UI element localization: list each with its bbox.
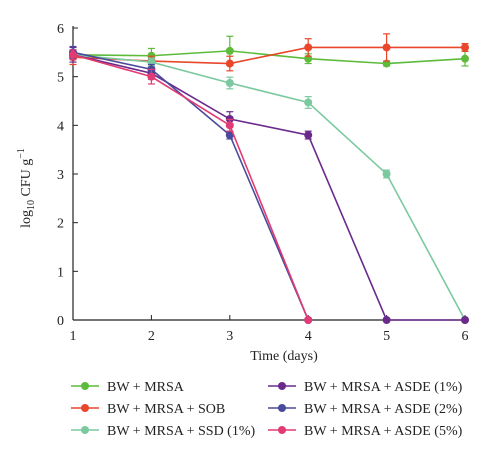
series-line	[72, 51, 309, 321]
x-axis-label: Time (days)	[250, 349, 318, 364]
legend-marker	[81, 404, 89, 412]
y-tick-label: 6	[57, 22, 64, 37]
series	[69, 49, 469, 324]
legend-label: BW + MRSA + ASDE (5%)	[304, 424, 463, 439]
legend: BW + MRSA BW + MRSA + SOB BW + MRSA + SSD …	[71, 380, 463, 439]
series	[69, 46, 469, 324]
data-point	[304, 43, 313, 52]
data-point	[225, 46, 234, 55]
legend-item: BW + MRSA + ASDE (5%)	[268, 424, 463, 439]
data-point	[225, 121, 234, 130]
legend-item: BW + MRSA + SSD (1%)	[71, 424, 256, 439]
data-point	[461, 54, 469, 63]
legend-label: BW + MRSA + SOB	[107, 402, 225, 417]
legend-label: BW + MRSA	[107, 380, 185, 395]
legend-item: BW + MRSA + ASDE (1%)	[268, 380, 463, 395]
y-tick-label: 1	[57, 265, 64, 280]
y-axis-label: log10 CFU g−1	[16, 148, 37, 228]
series-line	[72, 50, 466, 65]
legend-marker	[81, 426, 89, 434]
series-line	[72, 53, 465, 321]
legend-label: BW + MRSA + ASDE (1%)	[304, 380, 463, 395]
series	[69, 35, 469, 68]
x-tick-label: 3	[226, 329, 233, 344]
data-point	[304, 316, 313, 324]
x-tick-label: 5	[383, 329, 390, 344]
data-point	[69, 50, 77, 59]
data-point	[382, 43, 391, 52]
data-point	[147, 72, 156, 81]
data-point	[382, 170, 391, 178]
y-tick-label: 5	[57, 71, 64, 86]
series	[69, 49, 313, 324]
legend-marker	[278, 426, 286, 434]
legend-marker	[81, 382, 89, 390]
series-line	[72, 53, 309, 321]
series	[69, 45, 313, 324]
legend-item: BW + MRSA + SOB	[71, 402, 225, 417]
x-tick-label: 1	[70, 329, 77, 344]
data-point	[304, 98, 313, 107]
data-point	[382, 316, 391, 324]
legend-marker	[278, 382, 286, 390]
legend-item: BW + MRSA	[71, 380, 185, 395]
legend-label: BW + MRSA + ASDE (2%)	[304, 402, 463, 417]
legend-label: BW + MRSA + SSD (1%)	[107, 424, 256, 439]
data-point	[225, 59, 234, 68]
series-line	[72, 53, 466, 321]
data-point	[461, 43, 469, 52]
y-tick-label: 2	[57, 217, 64, 232]
legend-item: BW + MRSA + ASDE (2%)	[268, 402, 463, 417]
data-point	[225, 131, 234, 140]
legend-marker	[278, 404, 286, 412]
y-tick-label: 3	[57, 168, 64, 183]
data-point	[461, 316, 469, 324]
x-tick-label: 6	[462, 329, 469, 344]
series-layer	[69, 33, 469, 324]
data-point	[304, 131, 313, 140]
y-tick-label: 4	[57, 119, 64, 134]
y-tick-label: 0	[57, 314, 64, 329]
data-point	[225, 78, 234, 87]
x-tick-label: 2	[148, 329, 155, 344]
x-tick-label: 4	[305, 329, 312, 344]
